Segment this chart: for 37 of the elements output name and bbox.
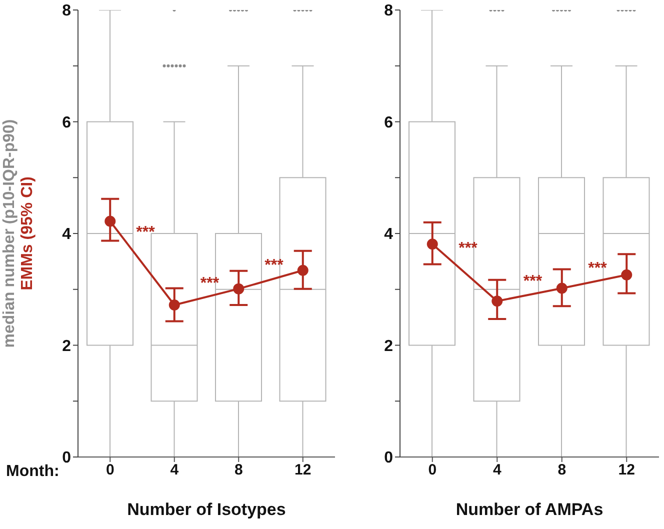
y-tick-label: 8 [384, 2, 394, 20]
y-tick-label: 2 [62, 338, 72, 355]
annotation: *** [200, 274, 220, 293]
x-tick-label: 0 [428, 462, 437, 479]
y-tick-label: 0 [384, 450, 394, 467]
y-tick-label: 6 [384, 114, 394, 132]
point [426, 238, 438, 250]
x-tick-label: 12 [618, 462, 635, 479]
y-tick-label: 0 [62, 450, 72, 467]
text: EMMs (95% CI) [19, 176, 36, 290]
point [233, 283, 244, 294]
point [556, 282, 568, 294]
annotation: *** [264, 256, 284, 275]
y-tick-label: 6 [62, 114, 72, 132]
annotation: *** [458, 240, 478, 258]
x-tick-label: 0 [106, 462, 114, 479]
point [168, 300, 180, 311]
text: Month: [6, 463, 60, 481]
y-tick-label: 4 [384, 226, 394, 244]
y-tick-label: 8 [62, 2, 72, 20]
annotation: *** [136, 224, 155, 242]
point [297, 264, 308, 276]
point [621, 269, 632, 280]
x-tick-label: 12 [294, 462, 312, 479]
x-tick-label: 8 [234, 462, 243, 479]
annotation: *** [523, 273, 542, 292]
x-axis-title: Number of AMPAs [456, 500, 604, 519]
x-tick-label: 8 [558, 462, 566, 479]
point [492, 296, 503, 307]
x-axis-title: Number of Isotypes [127, 500, 286, 519]
x-tick-label: 4 [170, 462, 180, 479]
y-axis-title: median number (p10-IQR-p90) [1, 119, 18, 348]
annotation: *** [588, 260, 607, 278]
y-tick-label: 4 [62, 226, 72, 244]
point [104, 216, 116, 227]
y-tick-label: 2 [384, 338, 394, 355]
x-tick-label: 4 [492, 462, 502, 479]
